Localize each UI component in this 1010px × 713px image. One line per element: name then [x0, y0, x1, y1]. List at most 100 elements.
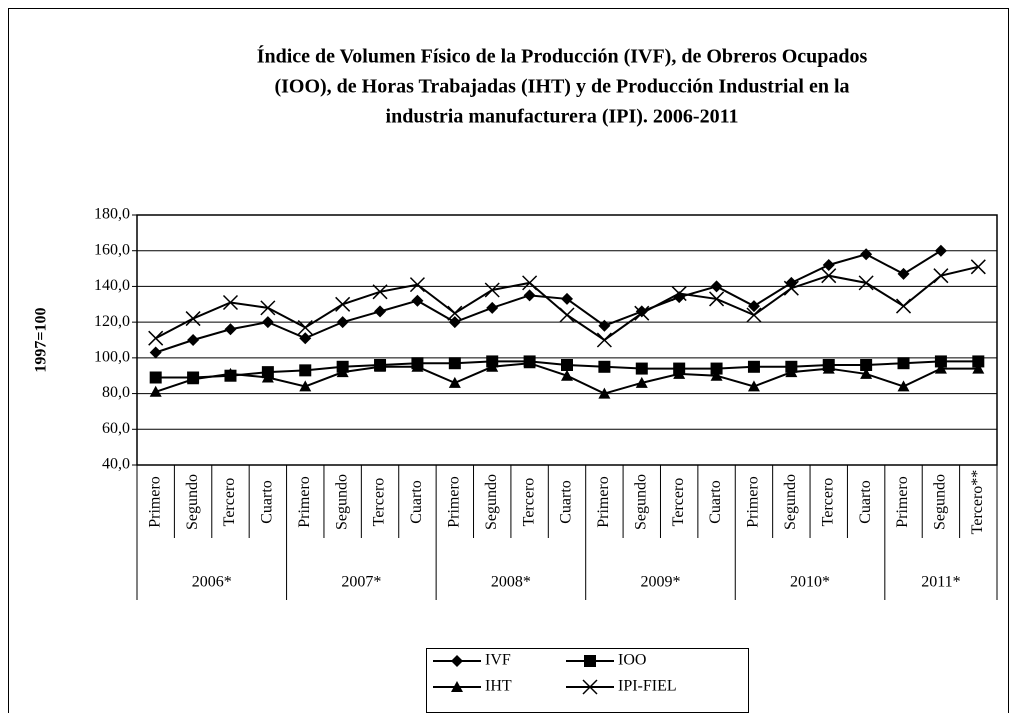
marker	[561, 292, 573, 305]
x-tick-label: Tercero	[819, 478, 836, 527]
marker	[187, 373, 200, 385]
marker	[860, 359, 873, 371]
marker	[934, 244, 947, 257]
marker	[261, 316, 274, 329]
marker	[411, 360, 424, 372]
marker	[561, 369, 573, 381]
marker	[299, 332, 312, 345]
marker	[970, 259, 986, 275]
x-tick-label: Segundo	[782, 474, 799, 530]
marker	[336, 316, 349, 329]
marker	[523, 289, 536, 302]
x-group-label: 2009*	[640, 574, 680, 591]
y-tick-label: 60,0	[102, 420, 130, 437]
marker	[149, 385, 162, 397]
marker	[448, 316, 461, 329]
marker	[934, 355, 947, 368]
legend-label: IHT	[485, 678, 512, 695]
x-group-label: 2006*	[192, 574, 232, 591]
y-tick-label: 80,0	[102, 384, 130, 401]
marker	[582, 679, 598, 695]
marker	[860, 248, 873, 261]
marker	[299, 364, 312, 377]
y-tick-label: 120,0	[94, 313, 130, 330]
marker	[671, 286, 687, 302]
x-tick-label: Tercero	[371, 478, 388, 527]
marker	[897, 380, 910, 392]
x-tick-label: Primero	[595, 476, 612, 528]
marker	[451, 655, 463, 667]
y-tick-label: 40,0	[102, 456, 130, 473]
x-tick-label: Tercero	[670, 478, 687, 527]
marker	[224, 367, 237, 379]
marker	[523, 357, 536, 369]
x-tick-label: Tercero	[221, 478, 238, 527]
marker	[746, 307, 762, 323]
marker	[783, 280, 799, 296]
x-tick-label: Primero	[445, 476, 462, 528]
marker	[149, 346, 162, 359]
marker	[747, 300, 760, 313]
marker	[895, 298, 912, 314]
marker	[635, 362, 648, 375]
x-tick-label: Segundo	[932, 474, 949, 530]
x-tick-label: Cuarto	[857, 480, 874, 524]
marker	[374, 305, 387, 318]
x-group-label: 2007*	[341, 574, 381, 591]
marker	[858, 275, 874, 291]
marker	[409, 277, 425, 293]
x-tick-label: Segundo	[184, 474, 201, 530]
marker	[561, 359, 573, 371]
marker	[598, 360, 611, 373]
marker	[710, 280, 723, 293]
series-line	[155, 249, 942, 354]
marker	[486, 301, 499, 314]
marker	[933, 268, 949, 284]
x-tick-label: Cuarto	[707, 480, 724, 524]
marker	[598, 387, 611, 399]
marker	[448, 357, 461, 370]
x-tick-label: Segundo	[632, 474, 649, 530]
x-group-label: 2008*	[491, 574, 531, 591]
chart-title: Índice de Volumen Físico de la Producció…	[257, 45, 868, 68]
x-tick-label: Cuarto	[408, 480, 425, 524]
x-tick-label: Segundo	[483, 474, 500, 530]
marker	[335, 296, 351, 312]
marker	[747, 380, 760, 392]
marker	[596, 332, 612, 348]
marker	[148, 330, 164, 346]
chart-title: industria manufacturera (IPI). 2006-2011	[386, 106, 739, 128]
marker	[486, 360, 499, 372]
legend-label: IOO	[618, 652, 646, 669]
marker	[187, 334, 200, 346]
marker	[559, 307, 575, 323]
marker	[673, 367, 686, 379]
marker	[634, 305, 650, 321]
marker	[447, 305, 463, 321]
marker	[149, 371, 162, 384]
marker	[710, 369, 723, 381]
marker	[584, 655, 596, 667]
x-tick-label: Cuarto	[259, 480, 276, 524]
marker	[598, 319, 611, 332]
chart-frame	[8, 8, 1009, 713]
x-tick-label: Primero	[745, 476, 762, 528]
marker	[297, 319, 313, 336]
marker	[372, 284, 388, 300]
y-axis-label: 1997=100	[33, 307, 50, 372]
x-tick-label: Tercero	[520, 478, 537, 527]
marker	[451, 681, 463, 692]
plot-border	[136, 214, 998, 466]
x-group-label: 2011*	[921, 574, 960, 591]
marker	[822, 362, 835, 374]
marker	[299, 380, 312, 392]
marker	[260, 300, 276, 316]
y-tick-label: 160,0	[94, 241, 130, 258]
y-tick-label: 180,0	[94, 206, 130, 223]
x-tick-label: Primero	[296, 476, 313, 528]
marker	[972, 362, 985, 374]
marker	[185, 311, 201, 327]
y-tick-label: 140,0	[94, 277, 130, 294]
marker	[897, 267, 910, 280]
